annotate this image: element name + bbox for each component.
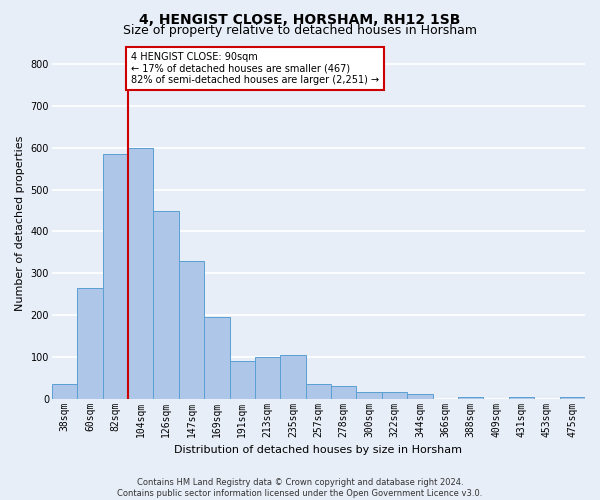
Text: Contains HM Land Registry data © Crown copyright and database right 2024.
Contai: Contains HM Land Registry data © Crown c… bbox=[118, 478, 482, 498]
Bar bbox=[52, 384, 77, 398]
Y-axis label: Number of detached properties: Number of detached properties bbox=[15, 136, 25, 311]
Bar bbox=[382, 392, 407, 398]
Bar bbox=[509, 396, 534, 398]
Bar bbox=[407, 394, 433, 398]
X-axis label: Distribution of detached houses by size in Horsham: Distribution of detached houses by size … bbox=[175, 445, 463, 455]
Text: Size of property relative to detached houses in Horsham: Size of property relative to detached ho… bbox=[123, 24, 477, 37]
Text: 4, HENGIST CLOSE, HORSHAM, RH12 1SB: 4, HENGIST CLOSE, HORSHAM, RH12 1SB bbox=[139, 12, 461, 26]
Bar bbox=[255, 357, 280, 399]
Bar bbox=[230, 361, 255, 399]
Bar bbox=[77, 288, 103, 399]
Bar bbox=[306, 384, 331, 398]
Bar bbox=[331, 386, 356, 398]
Bar bbox=[103, 154, 128, 398]
Bar bbox=[560, 396, 585, 398]
Bar bbox=[128, 148, 154, 399]
Text: 4 HENGIST CLOSE: 90sqm
← 17% of detached houses are smaller (467)
82% of semi-de: 4 HENGIST CLOSE: 90sqm ← 17% of detached… bbox=[131, 52, 379, 85]
Bar bbox=[458, 396, 484, 398]
Bar bbox=[179, 260, 204, 398]
Bar bbox=[356, 392, 382, 398]
Bar bbox=[280, 354, 306, 399]
Bar bbox=[154, 210, 179, 398]
Bar bbox=[204, 317, 230, 398]
